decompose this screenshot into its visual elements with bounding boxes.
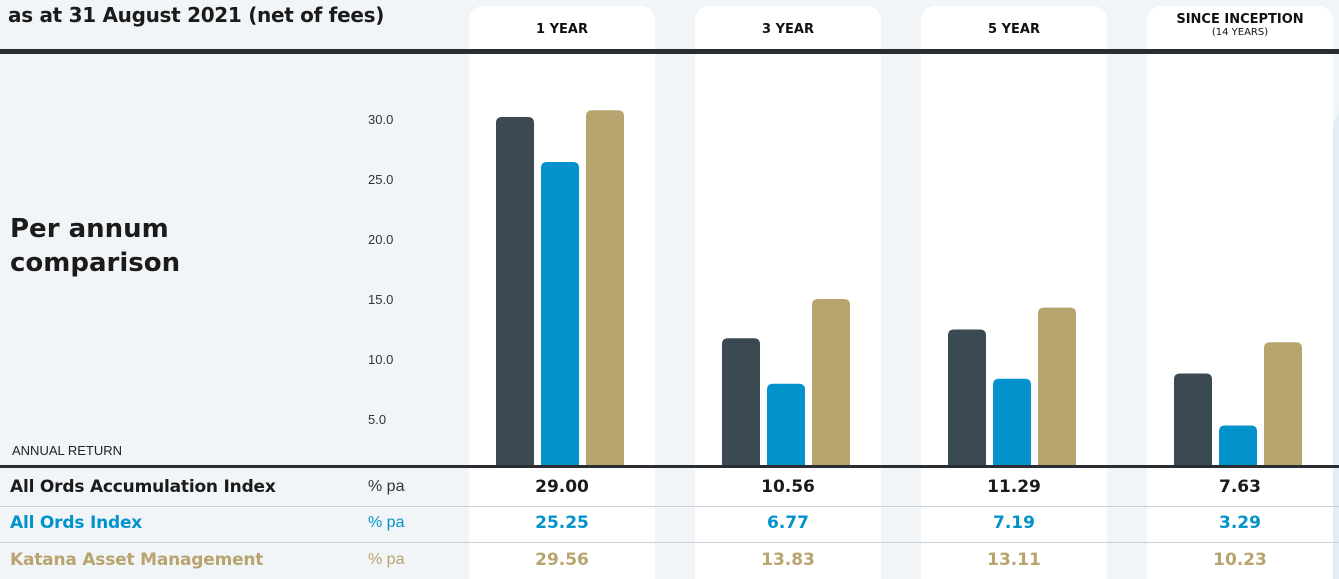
bar [812,299,850,465]
column-header-label: 5 YEAR [988,22,1040,37]
column-header-sublabel: (14 YEARS) [1211,27,1269,38]
series-unit: % pa [368,478,405,495]
value-cell: 3.29 [1219,513,1261,533]
value-cell: 7.19 [993,513,1035,533]
bar [1219,425,1257,465]
value-cell: 11.29 [987,477,1041,497]
column-header-label: 1 YEAR [536,22,588,37]
series-unit: % pa [368,551,405,568]
column-header-label: 3 YEAR [762,22,814,37]
series-label-katana: Katana Asset Management [10,550,264,570]
column-header-1-year: 1 YEAR [469,12,655,48]
bar [1264,342,1302,465]
value-cell: 10.23 [1213,550,1267,570]
bar [722,338,760,465]
value-cell: 13.83 [761,550,815,570]
value-cell: 29.00 [535,477,589,497]
value-cell: 7.63 [1219,477,1261,497]
y-tick-label: 5.0 [368,412,387,427]
value-cell: 13.11 [987,550,1041,570]
bar [948,329,986,465]
bar [993,378,1031,465]
y-tick-label: 25.0 [368,172,394,187]
value-cell: 25.25 [535,513,589,533]
row-divider [0,506,1339,507]
chart-title: Per annum comparison [10,214,181,278]
axis-baseline [0,465,1339,468]
series-unit: % pa [368,514,405,531]
bar [586,110,624,465]
column-header-label: SINCE INCEPTION [1176,12,1304,27]
bar [767,383,805,465]
value-cell: 10.56 [761,477,815,497]
bar [1038,307,1076,465]
chart-subtitle: as at 31 August 2021 (net of fees) [8,3,385,27]
header-rule [0,49,1339,54]
y-tick-label: 10.0 [368,352,394,367]
bar [1174,373,1212,465]
y-axis-label: ANNUAL RETURN [12,443,123,458]
column-header-since-inception: SINCE INCEPTION (14 YEARS) [1147,12,1333,48]
bar [541,162,579,465]
series-label-all-ords-accumulation: All Ords Accumulation Index [10,477,276,497]
row-divider [0,542,1339,543]
column-background-3-year [695,6,881,579]
value-cell: 6.77 [767,513,809,533]
y-tick-label: 30.0 [368,112,394,127]
y-tick-label: 20.0 [368,232,394,247]
value-cell: 29.56 [535,550,589,570]
column-background-since-inception [1147,6,1333,579]
column-header-3-year: 3 YEAR [695,12,881,48]
column-background-5-year [921,6,1107,579]
series-label-all-ords: All Ords Index [10,513,143,533]
column-header-5-year: 5 YEAR [921,12,1107,48]
bar [496,117,534,465]
y-tick-label: 15.0 [368,292,394,307]
